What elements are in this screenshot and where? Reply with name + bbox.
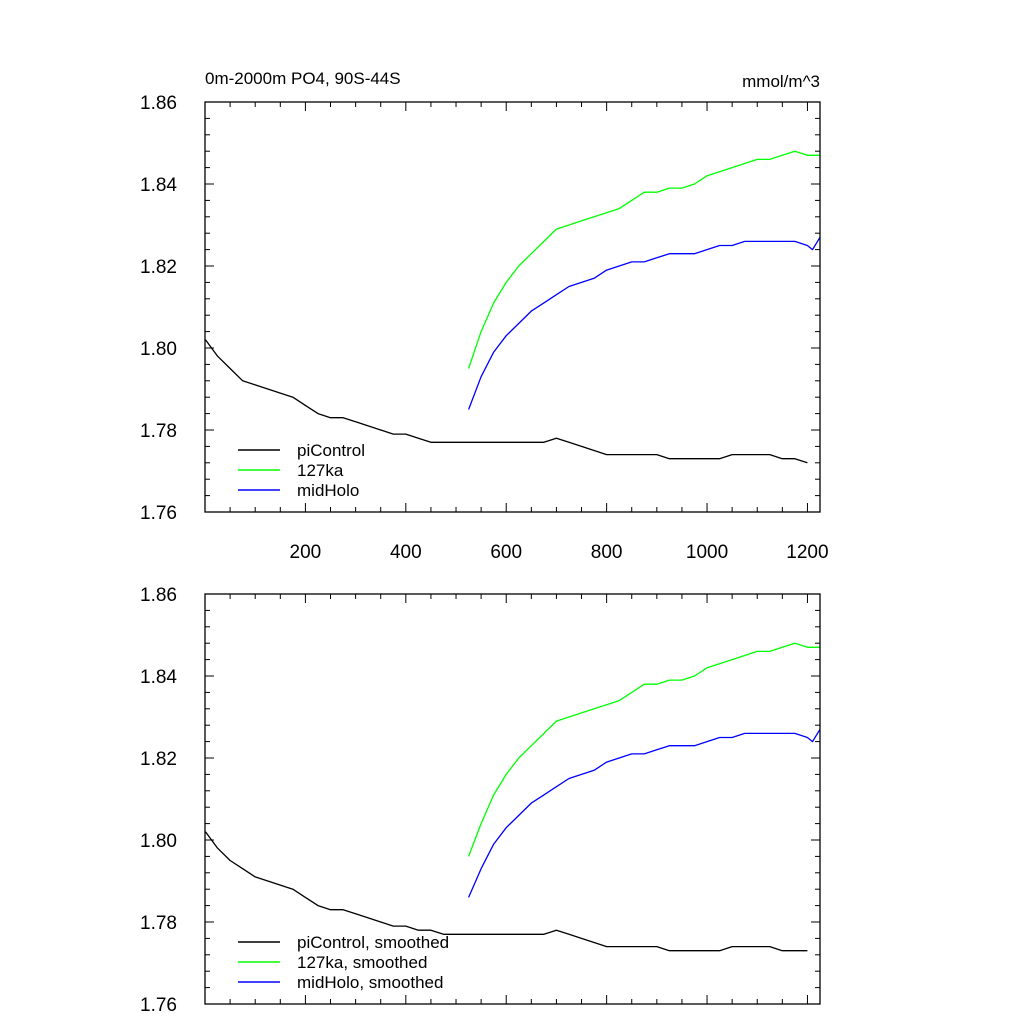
legend-label: midHolo, smoothed [297, 973, 443, 992]
series-line-2 [468, 728, 821, 898]
chart-units: mmol/m^3 [742, 72, 820, 91]
plot-frame [204, 101, 821, 513]
y-tick-label: 1.76 [140, 503, 177, 524]
series-lines [204, 642, 821, 952]
y-tick-label: 1.78 [140, 421, 177, 442]
legend-label: piControl [297, 441, 365, 460]
x-tick-label: 600 [490, 542, 522, 563]
x-tick-label: 200 [290, 542, 322, 563]
y-tick-label: 1.84 [140, 175, 177, 196]
y-tick-label: 1.82 [140, 257, 177, 278]
legend-label: midHolo [297, 481, 359, 500]
legend-label: piControl, smoothed [297, 933, 449, 952]
series-line-2 [467, 236, 821, 410]
y-tick-label: 1.86 [140, 93, 177, 114]
x-tick-label: 800 [591, 542, 623, 563]
x-tick-label: 1200 [786, 542, 828, 563]
series-lines [204, 150, 821, 464]
legend-label: 127ka, smoothed [297, 953, 427, 972]
bottom-panel: 1.76 1.78 1.80 1.82 1.84 1.86 piControl, smoo… [140, 585, 821, 1016]
x-tick-label: 400 [390, 542, 422, 563]
series-line-1 [467, 642, 820, 857]
y-tick-label: 1.80 [140, 831, 177, 852]
y-tick-label: 1.84 [140, 667, 177, 688]
plot-frame [204, 593, 821, 1005]
y-tick-label: 1.86 [140, 585, 177, 606]
series-line-0 [204, 339, 808, 464]
tick-marks: 1.76 1.78 1.80 1.82 1.84 1.86 200 400 600 800 1000… [140, 93, 829, 563]
series-line-0 [204, 831, 808, 952]
y-tick-label: 1.82 [140, 749, 177, 770]
y-tick-label: 1.76 [140, 995, 177, 1016]
series-line-1 [467, 150, 820, 369]
x-tick-label: 1000 [686, 542, 728, 563]
y-tick-label: 1.78 [140, 913, 177, 934]
chart-title: 0m-2000m PO4, 90S-44S [205, 69, 401, 88]
top-panel: 0m-2000m PO4, 90S-44S mmol/m^3 1.761.781… [140, 69, 829, 563]
y-tick-label: 1.80 [140, 339, 177, 360]
legend-label: 127ka [297, 461, 344, 480]
tick-marks: 1.76 1.78 1.80 1.82 1.84 1.86 [140, 585, 820, 1016]
